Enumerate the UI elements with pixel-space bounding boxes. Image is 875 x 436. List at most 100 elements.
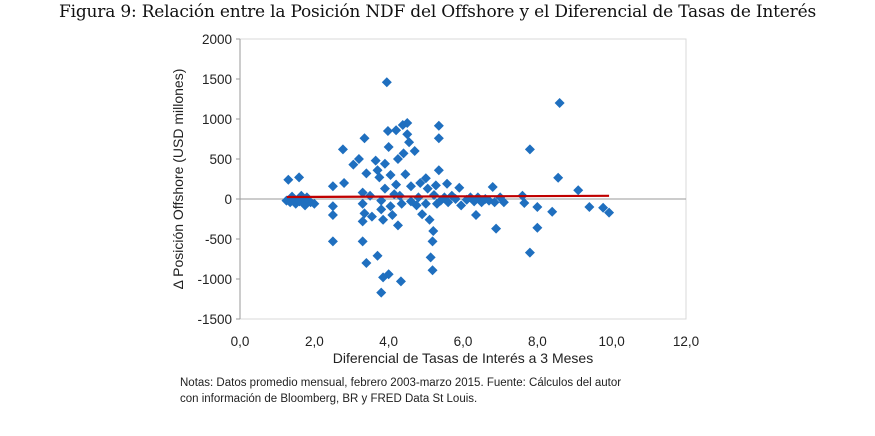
data-point bbox=[395, 276, 406, 287]
y-tick-label: -500 bbox=[205, 232, 232, 247]
data-point bbox=[498, 197, 509, 208]
data-point bbox=[402, 118, 413, 128]
data-point bbox=[420, 173, 431, 184]
data-point bbox=[433, 120, 444, 131]
data-point bbox=[391, 179, 402, 190]
data-point bbox=[353, 154, 364, 164]
y-tick-label: 1000 bbox=[202, 112, 232, 127]
data-point bbox=[405, 181, 416, 192]
data-point bbox=[327, 201, 338, 212]
data-point bbox=[532, 202, 543, 212]
data-point bbox=[385, 170, 396, 180]
y-tick-label: 1500 bbox=[202, 72, 232, 87]
y-tick-label: -1500 bbox=[197, 312, 232, 327]
data-point bbox=[519, 198, 530, 208]
y-tick-label: 0 bbox=[224, 192, 232, 207]
data-point bbox=[443, 197, 454, 208]
data-point bbox=[391, 125, 402, 136]
data-point bbox=[376, 195, 387, 206]
figure-title: Figura 9: Relación entre la Posición NDF… bbox=[59, 2, 816, 22]
data-point bbox=[379, 158, 390, 169]
data-points bbox=[281, 77, 615, 298]
data-point bbox=[427, 236, 438, 247]
x-tick-label: 6,0 bbox=[454, 334, 473, 349]
data-point bbox=[359, 133, 370, 144]
data-point bbox=[370, 155, 381, 166]
data-point bbox=[430, 180, 441, 191]
data-point bbox=[387, 210, 398, 220]
data-point bbox=[357, 198, 368, 209]
data-point bbox=[400, 169, 411, 180]
data-point bbox=[357, 216, 368, 227]
data-point bbox=[489, 197, 500, 208]
data-point bbox=[396, 198, 407, 209]
data-point bbox=[428, 226, 439, 236]
data-point bbox=[357, 236, 368, 247]
y-tick-label: 500 bbox=[209, 152, 232, 167]
data-point bbox=[415, 178, 426, 188]
data-point bbox=[392, 154, 403, 164]
notes-line-1: Notas: Datos promedio mensual, febrero 2… bbox=[180, 377, 622, 389]
data-point bbox=[454, 182, 465, 193]
data-point bbox=[327, 236, 338, 247]
data-point bbox=[532, 222, 543, 233]
data-point bbox=[404, 137, 415, 148]
data-point bbox=[383, 269, 394, 280]
data-point bbox=[339, 178, 350, 188]
data-point bbox=[598, 202, 609, 213]
trend-line bbox=[286, 194, 610, 199]
data-point bbox=[471, 210, 482, 220]
data-point bbox=[392, 220, 403, 231]
data-point bbox=[381, 77, 392, 88]
data-point bbox=[382, 126, 393, 136]
data-point bbox=[361, 168, 372, 179]
data-point bbox=[547, 206, 558, 217]
x-ticks: 0,0 2,0 4,0 6,0 8,0 10,0 12,0 bbox=[231, 334, 700, 349]
data-point bbox=[442, 178, 453, 189]
data-point bbox=[487, 182, 498, 192]
data-point bbox=[376, 287, 387, 298]
data-point bbox=[372, 250, 383, 261]
data-point bbox=[584, 202, 595, 212]
data-point bbox=[411, 200, 422, 211]
plot-area-border bbox=[239, 38, 687, 320]
data-point bbox=[374, 172, 385, 183]
data-point bbox=[427, 265, 438, 276]
data-point bbox=[378, 214, 389, 225]
data-point bbox=[385, 201, 396, 212]
notes: Notas: Datos promedio mensual, febrero 2… bbox=[180, 375, 700, 407]
y-axis-title: Δ Posición Offshore (USD millones) bbox=[170, 69, 186, 290]
data-point bbox=[372, 165, 383, 176]
data-point bbox=[376, 204, 387, 215]
data-point bbox=[417, 209, 428, 220]
data-point bbox=[554, 98, 565, 108]
data-point bbox=[359, 208, 370, 219]
x-tick-label: 4,0 bbox=[379, 334, 398, 349]
data-point bbox=[424, 214, 435, 225]
data-point bbox=[524, 144, 535, 155]
data-point bbox=[433, 133, 444, 144]
x-tick-label: 10,0 bbox=[599, 334, 625, 349]
data-point bbox=[398, 148, 409, 159]
data-point bbox=[402, 129, 413, 140]
data-point bbox=[294, 172, 305, 183]
data-point bbox=[604, 207, 615, 218]
y-tick-label: -1000 bbox=[197, 272, 232, 287]
data-point bbox=[491, 223, 502, 234]
x-axis-title: Diferencial de Tasas de Interés a 3 Mese… bbox=[333, 350, 593, 366]
data-point bbox=[524, 247, 535, 258]
data-point bbox=[357, 187, 368, 198]
notes-line-2: con información de Bloomberg, BR y FRED … bbox=[180, 393, 478, 405]
x-tick-label: 2,0 bbox=[305, 334, 324, 349]
data-point bbox=[425, 252, 436, 263]
x-tick-label: 0,0 bbox=[231, 334, 250, 349]
data-point bbox=[327, 210, 338, 220]
data-point bbox=[383, 142, 394, 152]
data-point bbox=[303, 195, 314, 206]
data-point bbox=[409, 146, 420, 156]
x-tick-label: 8,0 bbox=[528, 334, 547, 349]
x-tick-label: 12,0 bbox=[673, 334, 699, 349]
data-point bbox=[553, 172, 564, 183]
data-point bbox=[348, 159, 359, 170]
